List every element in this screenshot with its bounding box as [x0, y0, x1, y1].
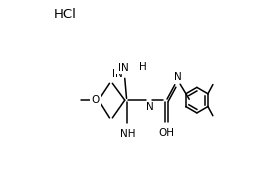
Text: IN: IN [118, 63, 129, 73]
Text: NH: NH [120, 129, 135, 139]
Text: O: O [92, 95, 100, 105]
Text: OH: OH [159, 128, 174, 138]
Text: N: N [146, 102, 154, 112]
Text: methyl: methyl [213, 116, 218, 117]
Text: IN: IN [112, 69, 122, 79]
Text: N: N [174, 71, 182, 81]
Text: H: H [139, 62, 147, 72]
Text: HCl: HCl [53, 8, 76, 21]
Text: methyl: methyl [213, 82, 218, 83]
